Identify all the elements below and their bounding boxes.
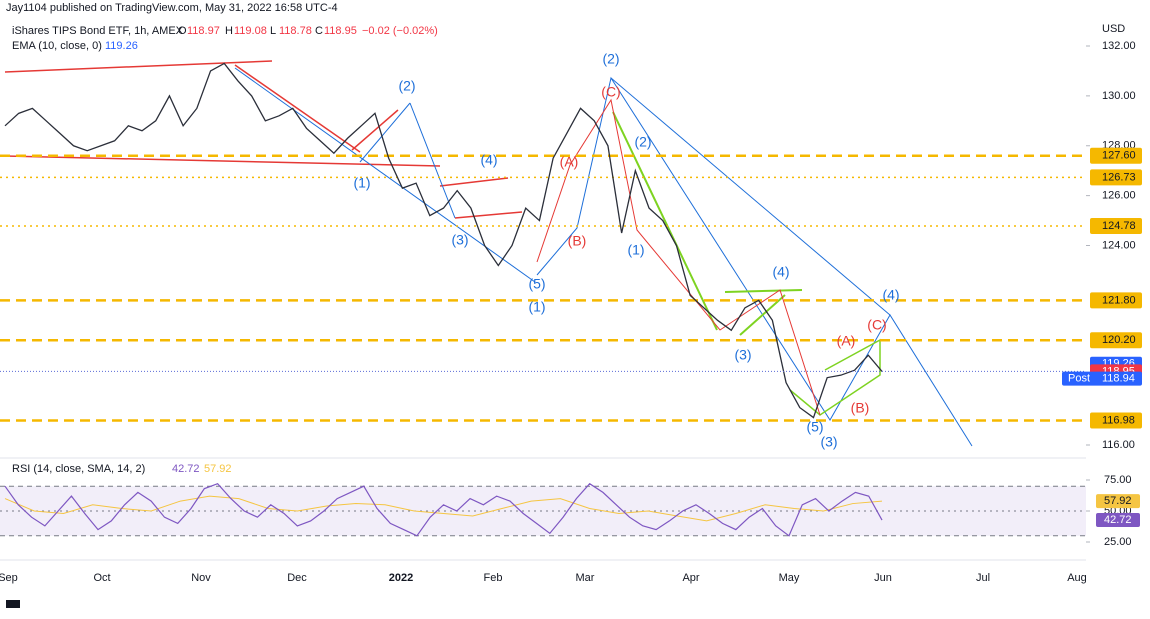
rsi-value-label: 42.72 xyxy=(1104,514,1132,526)
trendline xyxy=(4,155,441,167)
y-tick-label: 124.00 xyxy=(1102,239,1136,251)
level-label-bg xyxy=(1090,412,1142,429)
wave-label: (3) xyxy=(734,347,751,363)
ohlc-value: 118.97 xyxy=(187,25,220,37)
wedge xyxy=(789,338,881,416)
level-label: 116.98 xyxy=(1102,414,1135,426)
rsi-value-bg xyxy=(1096,494,1140,509)
rsi-value-bg xyxy=(1096,513,1140,528)
x-tick-label: Sep xyxy=(0,572,18,584)
wedge xyxy=(739,294,786,336)
wave-label: (A) xyxy=(560,154,579,170)
level-label-bg xyxy=(1090,292,1142,309)
ema-value: 119.26 xyxy=(105,40,138,52)
channel xyxy=(610,77,891,316)
post-name: Post xyxy=(1068,373,1090,385)
wedge xyxy=(724,289,803,293)
wave-label: (B) xyxy=(851,400,870,416)
wave-label: (5) xyxy=(528,276,545,292)
x-tick-label: Nov xyxy=(191,572,211,584)
ohlc-key: O xyxy=(178,25,187,37)
wave-label: (C) xyxy=(601,84,620,100)
x-tick-label: Aug xyxy=(1067,572,1087,584)
x-tick-label: Dec xyxy=(287,572,307,584)
x-tick-label: Apr xyxy=(682,572,699,584)
ohlc-value: 119.08 xyxy=(234,25,267,37)
x-tick-label: Jul xyxy=(976,572,990,584)
post-bg xyxy=(1062,371,1142,386)
channel xyxy=(359,102,411,163)
wave-label: (5) xyxy=(806,419,823,435)
footer-logo xyxy=(6,600,20,608)
trendline xyxy=(454,211,523,219)
price-line xyxy=(4,62,883,419)
level-label-bg xyxy=(1090,147,1142,164)
wave-label: (2) xyxy=(602,51,619,67)
level-label: 124.78 xyxy=(1102,220,1136,232)
trendline xyxy=(4,60,273,73)
wave-label: (C) xyxy=(867,317,886,333)
level-label: 126.73 xyxy=(1102,171,1136,183)
y-tick-label: 25.00 xyxy=(1104,536,1132,548)
wave-label: (3) xyxy=(451,232,468,248)
logo-icon xyxy=(6,600,20,608)
ema-label: EMA (10, close, 0) xyxy=(12,40,102,52)
x-tick-label: Jun xyxy=(874,572,892,584)
y-tick-label: 130.00 xyxy=(1102,90,1136,102)
wave-label: (2) xyxy=(634,134,651,150)
rsi-value-label: 57.92 xyxy=(1104,495,1132,507)
level-label: 120.20 xyxy=(1102,334,1136,346)
level-label-bg xyxy=(1090,332,1142,349)
level-label: 121.80 xyxy=(1102,294,1136,306)
post-label: 118.94 xyxy=(1102,373,1135,385)
change: −0.02 (−0.02%) xyxy=(362,25,438,37)
x-tick-label: Feb xyxy=(484,572,503,584)
trendline xyxy=(234,64,361,153)
wedge xyxy=(612,111,718,331)
wave-label: (4) xyxy=(772,264,789,280)
channel xyxy=(234,67,536,283)
wave-label: (4) xyxy=(882,287,899,303)
symbol: iShares TIPS Bond ETF, 1h, AMEX xyxy=(12,25,184,37)
rsi-label: RSI (14, close, SMA, 14, 2) xyxy=(12,463,145,475)
y-tick-label: 75.00 xyxy=(1104,474,1132,486)
rsi-sma-value: 57.92 xyxy=(204,463,232,475)
x-tick-label: May xyxy=(779,572,800,584)
trendline xyxy=(439,177,509,187)
x-tick-label: Oct xyxy=(93,572,110,584)
ohlc-key: H xyxy=(225,25,233,37)
channel xyxy=(409,102,456,219)
y-tick-label: 132.00 xyxy=(1102,40,1136,52)
rsi-value: 42.72 xyxy=(172,463,200,475)
wave-path xyxy=(536,76,973,447)
currency: USD xyxy=(1102,23,1125,35)
y-tick-label: 126.00 xyxy=(1102,190,1136,202)
published: Jay1104 published on TradingView.com, Ma… xyxy=(6,2,338,14)
wave-label: (B) xyxy=(568,233,587,249)
ohlc-key: L xyxy=(270,25,276,37)
level-label: 127.60 xyxy=(1102,150,1136,162)
ohlc-value: 118.78 xyxy=(279,25,312,37)
x-tick-label: 2022 xyxy=(389,572,413,584)
wave-label: (A) xyxy=(837,333,856,349)
drawings xyxy=(4,60,973,447)
y-tick-label: 116.00 xyxy=(1102,439,1135,451)
trendline xyxy=(351,109,399,151)
level-label-bg xyxy=(1090,218,1142,235)
x-tick-label: Mar xyxy=(576,572,595,584)
wave-label: (1) xyxy=(627,242,644,258)
wave-label: (1) xyxy=(528,299,545,315)
wave-label: (3) xyxy=(820,434,837,450)
ohlc-value: 118.95 xyxy=(324,25,357,37)
wave-label: (4) xyxy=(480,152,497,168)
level-label-bg xyxy=(1090,169,1142,186)
rsi-line xyxy=(4,495,883,522)
wave-label: (2) xyxy=(398,78,415,94)
wave-label: (1) xyxy=(353,175,370,191)
rsi-line xyxy=(4,482,883,537)
wave-path xyxy=(536,98,821,416)
ohlc-key: C xyxy=(315,25,323,37)
